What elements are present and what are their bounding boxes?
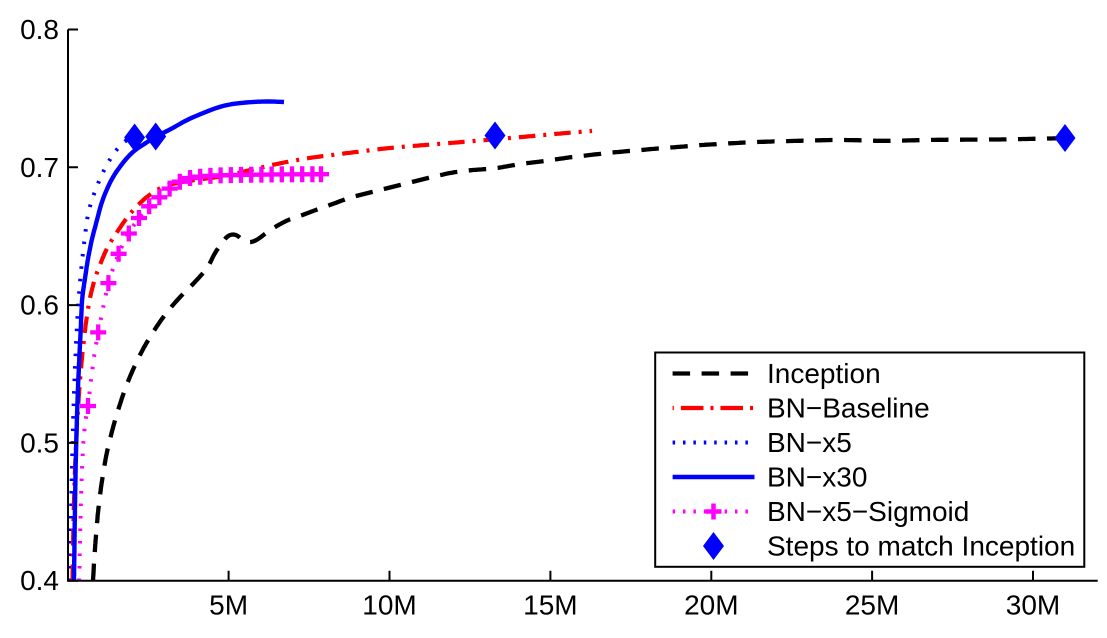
svg-text:25M: 25M: [845, 590, 899, 621]
svg-text:0.4: 0.4: [20, 565, 59, 596]
svg-text:20M: 20M: [684, 590, 738, 621]
svg-text:BN−x5: BN−x5: [767, 427, 852, 458]
svg-text:0.5: 0.5: [20, 427, 59, 458]
svg-text:BN−x5−Sigmoid: BN−x5−Sigmoid: [767, 496, 969, 527]
svg-text:BN−Baseline: BN−Baseline: [767, 393, 930, 424]
svg-text:15M: 15M: [523, 590, 577, 621]
svg-text:0.8: 0.8: [20, 14, 59, 45]
svg-text:BN−x30: BN−x30: [767, 462, 867, 493]
svg-text:30M: 30M: [1006, 590, 1060, 621]
svg-text:0.7: 0.7: [20, 152, 59, 183]
svg-text:0.6: 0.6: [20, 290, 59, 321]
svg-text:5M: 5M: [209, 590, 248, 621]
svg-text:Steps to match Inception: Steps to match Inception: [767, 531, 1075, 562]
svg-text:10M: 10M: [362, 590, 416, 621]
svg-text:Inception: Inception: [767, 358, 881, 389]
